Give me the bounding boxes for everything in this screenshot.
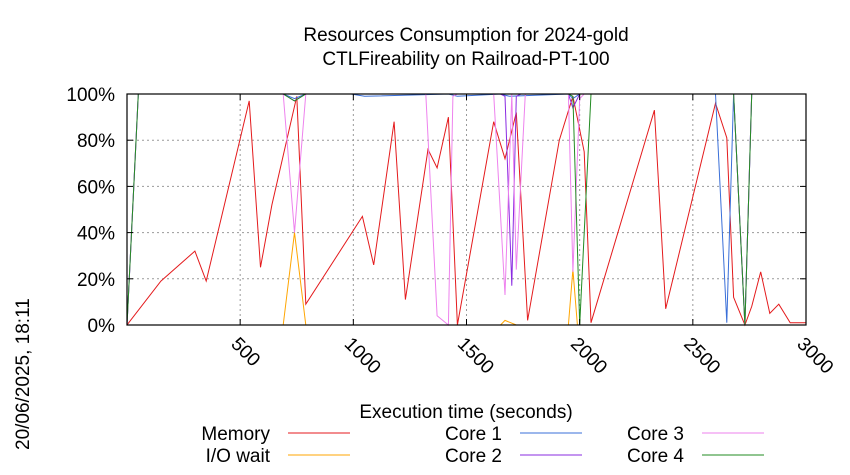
legend-label-i-o-wait: I/O wait: [206, 446, 271, 467]
y-tick-label: 0%: [88, 316, 116, 337]
chart-title-line-2: CTLFireability on Railroad-PT-100: [322, 49, 609, 70]
y-tick-label: 40%: [77, 224, 115, 245]
x-tick-label: 3000: [792, 334, 837, 379]
y-tick-label: 20%: [77, 270, 115, 291]
x-tick-label: 1500: [453, 334, 498, 379]
x-tick-label: 2000: [566, 334, 611, 379]
y-tick-label: 80%: [77, 131, 115, 152]
legend-label-core-3: Core 3: [627, 424, 684, 445]
legend-label-core-2: Core 2: [445, 446, 502, 467]
x-tick-label: 2500: [679, 334, 724, 379]
date-stamp: 20/06/2025, 18:11: [13, 298, 34, 450]
y-tick-label: 100%: [66, 85, 115, 106]
series-line-i-o-wait: [282, 232, 578, 326]
series-line-core-1: [126, 93, 806, 326]
x-tick-label: 1000: [340, 334, 385, 379]
x-axis-label: Execution time (seconds): [359, 402, 572, 423]
legend-label-core-4: Core 4: [627, 446, 684, 467]
x-axis: 500 1000 1500 2000 2500 3000: [227, 94, 837, 379]
grid: [127, 94, 806, 325]
chart-title-line-1: Resources Consumption for 2024-gold: [303, 25, 628, 46]
y-tick-label: 60%: [77, 177, 115, 198]
legend-label-memory: Memory: [201, 424, 270, 445]
y-axis: 0% 20% 40% 60% 80% 100%: [66, 85, 806, 337]
legend-label-core-1: Core 1: [445, 424, 502, 445]
x-tick-label: 500: [227, 334, 264, 371]
